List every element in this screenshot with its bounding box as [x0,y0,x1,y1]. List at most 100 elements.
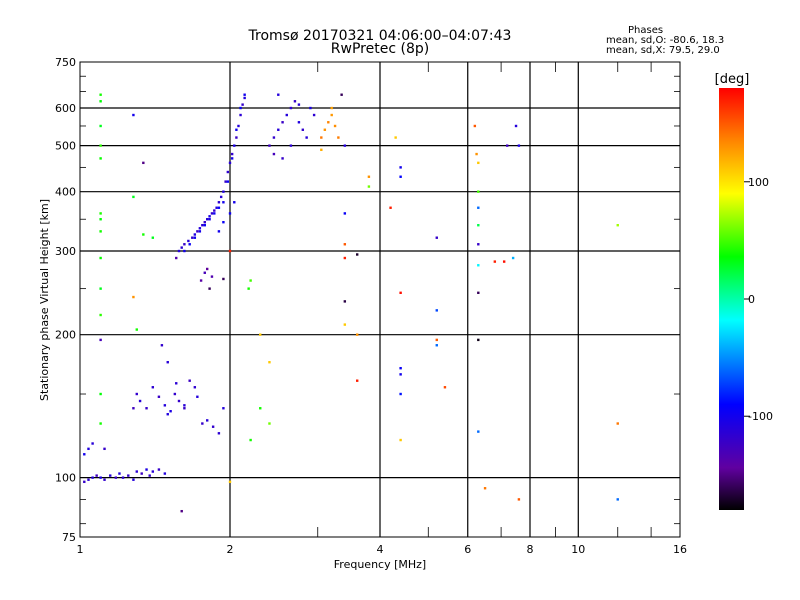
data-points [83,93,619,513]
data-point [268,361,271,364]
data-point [268,144,271,147]
data-point [188,379,191,382]
data-point [135,470,138,473]
data-point [151,236,155,239]
data-point [277,128,280,131]
data-point [205,267,209,271]
data-point [355,253,359,256]
data-point [99,93,102,96]
data-point [99,144,102,147]
data-point [183,404,186,407]
data-point [177,249,181,253]
data-point [114,476,118,479]
data-point [228,249,232,253]
phases-heading: Phases [628,25,664,36]
data-point [183,249,186,253]
y-tick-label: 500 [55,140,76,153]
data-point [320,136,323,139]
data-point [243,96,246,100]
y-tick-label: 750 [55,56,76,69]
data-point [132,295,135,299]
data-point [330,113,333,117]
colorbar-ticks: 100 0 -100 [744,176,773,423]
data-point [193,233,197,236]
data-point [99,230,102,233]
data-point [235,128,238,131]
x-tick-label: 1 [77,543,84,556]
data-point [259,333,262,336]
x-tick-labels: 1 2 4 6 8 10 16 [77,543,688,556]
data-point [83,453,86,456]
data-point [151,386,155,389]
data-point [193,236,197,239]
data-point [198,230,202,233]
data-point [327,121,330,124]
data-point [142,161,145,165]
data-point [203,271,206,274]
data-point [281,121,284,124]
data-point [268,422,271,425]
y-tick-labels: 75 100 200 300 400 500 600 750 [55,56,76,544]
data-point [148,474,151,477]
data-point [247,287,250,290]
phases-o-line: mean, sd,O: -80.6, 18.3 [606,35,725,46]
data-point [330,106,333,110]
data-point [140,472,143,475]
data-point [511,256,515,260]
data-point [173,392,177,396]
data-point [289,144,293,147]
data-point [243,93,246,96]
data-point [222,407,225,410]
data-point [399,373,402,376]
data-point [99,218,102,221]
data-point [399,366,402,370]
data-point [127,474,130,477]
data-point [132,478,135,481]
y-tick-label: 100 [55,472,76,485]
data-point [272,152,276,156]
data-point [183,243,186,246]
data-point [99,256,102,260]
data-point [293,100,297,103]
data-point [215,206,218,209]
data-point [355,333,359,336]
data-point [477,291,480,295]
data-point [389,206,392,209]
x-tick-label: 4 [377,543,384,556]
data-point [201,224,204,227]
data-point [235,136,238,139]
data-point [177,399,181,403]
data-point [208,215,211,218]
data-point [132,407,135,410]
data-point [226,180,230,183]
data-point [193,386,197,389]
data-point [224,180,227,183]
data-point [99,212,102,215]
data-point [399,392,402,396]
data-point [219,195,223,199]
colorbar-label: [deg] [715,72,750,87]
data-point [517,144,521,147]
data-point [233,144,236,147]
grid-lines [80,62,680,537]
data-point [323,128,327,131]
data-point [205,419,209,422]
data-point [477,161,480,165]
data-point [222,201,225,204]
data-point [343,212,347,215]
data-point [343,256,347,260]
data-point [285,113,288,117]
data-point [473,124,477,128]
data-point [367,185,371,188]
data-point [616,422,619,425]
x-tick-label: 2 [227,543,234,556]
data-point [249,438,252,442]
data-point [91,476,94,479]
data-point [222,190,225,193]
data-point [435,236,438,239]
data-point [191,236,194,239]
data-point [198,227,202,230]
data-point [239,113,242,117]
data-point [340,93,343,96]
data-point [103,447,106,451]
